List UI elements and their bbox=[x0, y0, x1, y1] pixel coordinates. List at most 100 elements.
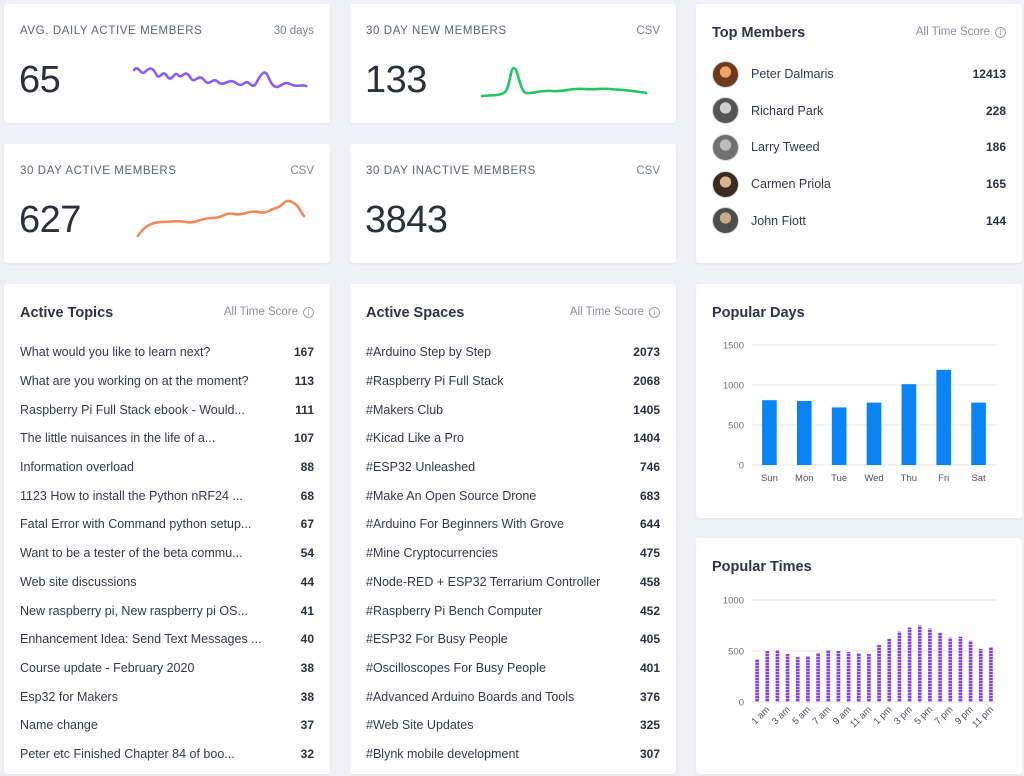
info-icon[interactable]: i bbox=[649, 306, 660, 318]
item-name[interactable]: Peter etc Finished Chapter 84 of boo... bbox=[20, 746, 235, 761]
item-name[interactable]: Raspberry Pi Full Stack ebook - Would... bbox=[20, 402, 245, 417]
score-header[interactable]: All Time Score i bbox=[224, 306, 314, 318]
bar bbox=[856, 653, 861, 702]
list-item[interactable]: Name change 37 bbox=[20, 711, 314, 740]
list-item[interactable]: The little nuisances in the life of a...… bbox=[20, 424, 314, 453]
item-name[interactable]: #ESP32 Unleashed bbox=[366, 460, 476, 475]
active-topics-card: Active Topics All Time Score i What woul… bbox=[4, 284, 330, 774]
list-item[interactable]: #Make An Open Source Drone 683 bbox=[366, 481, 660, 510]
item-score: 41 bbox=[300, 603, 314, 618]
member-name[interactable]: John Fiott bbox=[751, 213, 806, 228]
item-name[interactable]: #Blynk mobile development bbox=[366, 746, 519, 761]
x-tick-label: Mon bbox=[795, 473, 813, 484]
score-header[interactable]: All Time Score i bbox=[916, 26, 1006, 38]
csv-link[interactable]: CSV bbox=[636, 25, 660, 37]
item-name[interactable]: #Raspberry Pi Bench Computer bbox=[366, 603, 543, 618]
bar bbox=[785, 654, 790, 702]
item-name[interactable]: #Node-RED + ESP32 Terrarium Controller bbox=[366, 574, 601, 589]
item-name[interactable]: Course update - February 2020 bbox=[20, 660, 195, 675]
item-name[interactable]: Enhancement Idea: Send Text Messages ... bbox=[20, 632, 262, 647]
list-item[interactable]: Web site discussions 44 bbox=[20, 568, 314, 597]
bar bbox=[762, 400, 777, 465]
item-name[interactable]: #Mine Cryptocurrencies bbox=[366, 546, 498, 561]
bar bbox=[866, 402, 882, 465]
item-name[interactable]: Name change bbox=[20, 718, 98, 733]
member-row[interactable]: Larry Tweed 186 bbox=[712, 129, 1006, 166]
score-header[interactable]: All Time Score i bbox=[570, 306, 660, 318]
item-name[interactable]: 1123 How to install the Python nRF24 ... bbox=[20, 488, 243, 503]
item-name[interactable]: Want to be a tester of the beta commu... bbox=[20, 546, 243, 561]
item-name[interactable]: The little nuisances in the life of a... bbox=[20, 431, 216, 446]
item-name[interactable]: What are you working on at the moment? bbox=[20, 374, 249, 389]
list-item[interactable]: Course update - February 2020 38 bbox=[20, 654, 314, 683]
member-row[interactable]: Peter Dalmaris 12413 bbox=[712, 56, 1006, 93]
list-item[interactable]: #ESP32 For Busy People 405 bbox=[366, 625, 660, 654]
item-name[interactable]: What would you like to learn next? bbox=[20, 345, 211, 360]
period-link[interactable]: 30 days bbox=[273, 25, 314, 37]
list-item[interactable]: #Arduino Step by Step 2073 bbox=[366, 338, 660, 367]
item-name[interactable]: #Advanced Arduino Boards and Tools bbox=[366, 689, 575, 704]
item-score: 683 bbox=[639, 488, 660, 503]
list-item[interactable]: #Raspberry Pi Full Stack 2068 bbox=[366, 367, 660, 396]
item-name[interactable]: #Arduino For Beginners With Grove bbox=[366, 517, 565, 532]
item-name[interactable]: Esp32 for Makers bbox=[20, 689, 118, 704]
list-item[interactable]: What would you like to learn next? 167 bbox=[20, 338, 314, 367]
list-item[interactable]: #Raspberry Pi Bench Computer 452 bbox=[366, 596, 660, 625]
y-tick-label: 0 bbox=[739, 461, 744, 472]
item-name[interactable]: #Arduino Step by Step bbox=[366, 345, 492, 360]
item-name[interactable]: #Make An Open Source Drone bbox=[366, 488, 537, 503]
x-tick-label: Sat bbox=[971, 473, 986, 484]
member-row[interactable]: Carmen Priola 165 bbox=[712, 166, 1006, 203]
list-item[interactable]: #Arduino For Beginners With Grove 644 bbox=[366, 510, 660, 539]
list-item[interactable]: #Advanced Arduino Boards and Tools 376 bbox=[366, 682, 660, 711]
member-list: Peter Dalmaris 12413 Richard Park 228 La… bbox=[712, 56, 1006, 239]
member-name[interactable]: Carmen Priola bbox=[751, 177, 831, 192]
info-icon[interactable]: i bbox=[995, 26, 1006, 38]
member-row[interactable]: John Fiott 144 bbox=[712, 202, 1006, 239]
bar bbox=[826, 649, 831, 702]
member-name[interactable]: Richard Park bbox=[751, 103, 824, 118]
list-item[interactable]: Esp32 for Makers 38 bbox=[20, 682, 314, 711]
item-name[interactable]: #ESP32 For Busy People bbox=[366, 632, 508, 647]
member-name[interactable]: Peter Dalmaris bbox=[751, 67, 834, 82]
active-spaces-card: Active Spaces All Time Score i #Arduino … bbox=[350, 284, 676, 774]
list-item[interactable]: #ESP32 Unleashed 746 bbox=[366, 453, 660, 482]
list-item[interactable]: #Blynk mobile development 307 bbox=[366, 740, 660, 769]
list-item[interactable]: #Kicad Like a Pro 1404 bbox=[366, 424, 660, 453]
list-item[interactable]: New raspberry pi, New raspberry pi OS...… bbox=[20, 596, 314, 625]
list-item[interactable]: #Node-RED + ESP32 Terrarium Controller 45… bbox=[366, 568, 660, 597]
list-item[interactable]: Fatal Error with Command python setup...… bbox=[20, 510, 314, 539]
member-score: 186 bbox=[985, 140, 1006, 155]
item-score: 167 bbox=[293, 345, 314, 360]
stat-card-new-members: 30 DAY NEW MEMBERS CSV 133 bbox=[350, 4, 676, 123]
item-name[interactable]: #Web Site Updates bbox=[366, 718, 474, 733]
item-name[interactable]: Fatal Error with Command python setup... bbox=[20, 517, 252, 532]
list-item[interactable]: #Oscilloscopes For Busy People 401 bbox=[366, 654, 660, 683]
y-tick-label: 500 bbox=[728, 647, 744, 658]
item-name[interactable]: Information overload bbox=[20, 460, 134, 475]
list-item[interactable]: Peter etc Finished Chapter 84 of boo... 3… bbox=[20, 740, 314, 769]
bar bbox=[897, 631, 902, 702]
item-name[interactable]: #Kicad Like a Pro bbox=[366, 431, 464, 446]
info-icon[interactable]: i bbox=[303, 306, 314, 318]
list-item[interactable]: #Makers Club 1405 bbox=[366, 395, 660, 424]
item-name[interactable]: #Raspberry Pi Full Stack bbox=[366, 374, 504, 389]
list-item[interactable]: What are you working on at the moment? 11… bbox=[20, 367, 314, 396]
list-item[interactable]: Raspberry Pi Full Stack ebook - Would...… bbox=[20, 395, 314, 424]
list-item[interactable]: 1123 How to install the Python nRF24 ...… bbox=[20, 481, 314, 510]
item-name[interactable]: Web site discussions bbox=[20, 574, 137, 589]
csv-link[interactable]: CSV bbox=[636, 165, 660, 177]
list-item[interactable]: #Mine Cryptocurrencies 475 bbox=[366, 539, 660, 568]
item-score: 38 bbox=[300, 660, 314, 675]
list-item[interactable]: Enhancement Idea: Send Text Messages ...… bbox=[20, 625, 314, 654]
item-name[interactable]: #Makers Club bbox=[366, 402, 444, 417]
bar bbox=[978, 648, 983, 702]
member-row[interactable]: Richard Park 228 bbox=[712, 93, 1006, 130]
list-item[interactable]: Want to be a tester of the beta commu...… bbox=[20, 539, 314, 568]
member-name[interactable]: Larry Tweed bbox=[751, 140, 820, 155]
item-name[interactable]: #Oscilloscopes For Busy People bbox=[366, 660, 546, 675]
list-item[interactable]: #Web Site Updates 325 bbox=[366, 711, 660, 740]
item-name[interactable]: New raspberry pi, New raspberry pi OS... bbox=[20, 603, 248, 618]
list-item[interactable]: Information overload 88 bbox=[20, 453, 314, 482]
csv-link[interactable]: CSV bbox=[290, 165, 314, 177]
